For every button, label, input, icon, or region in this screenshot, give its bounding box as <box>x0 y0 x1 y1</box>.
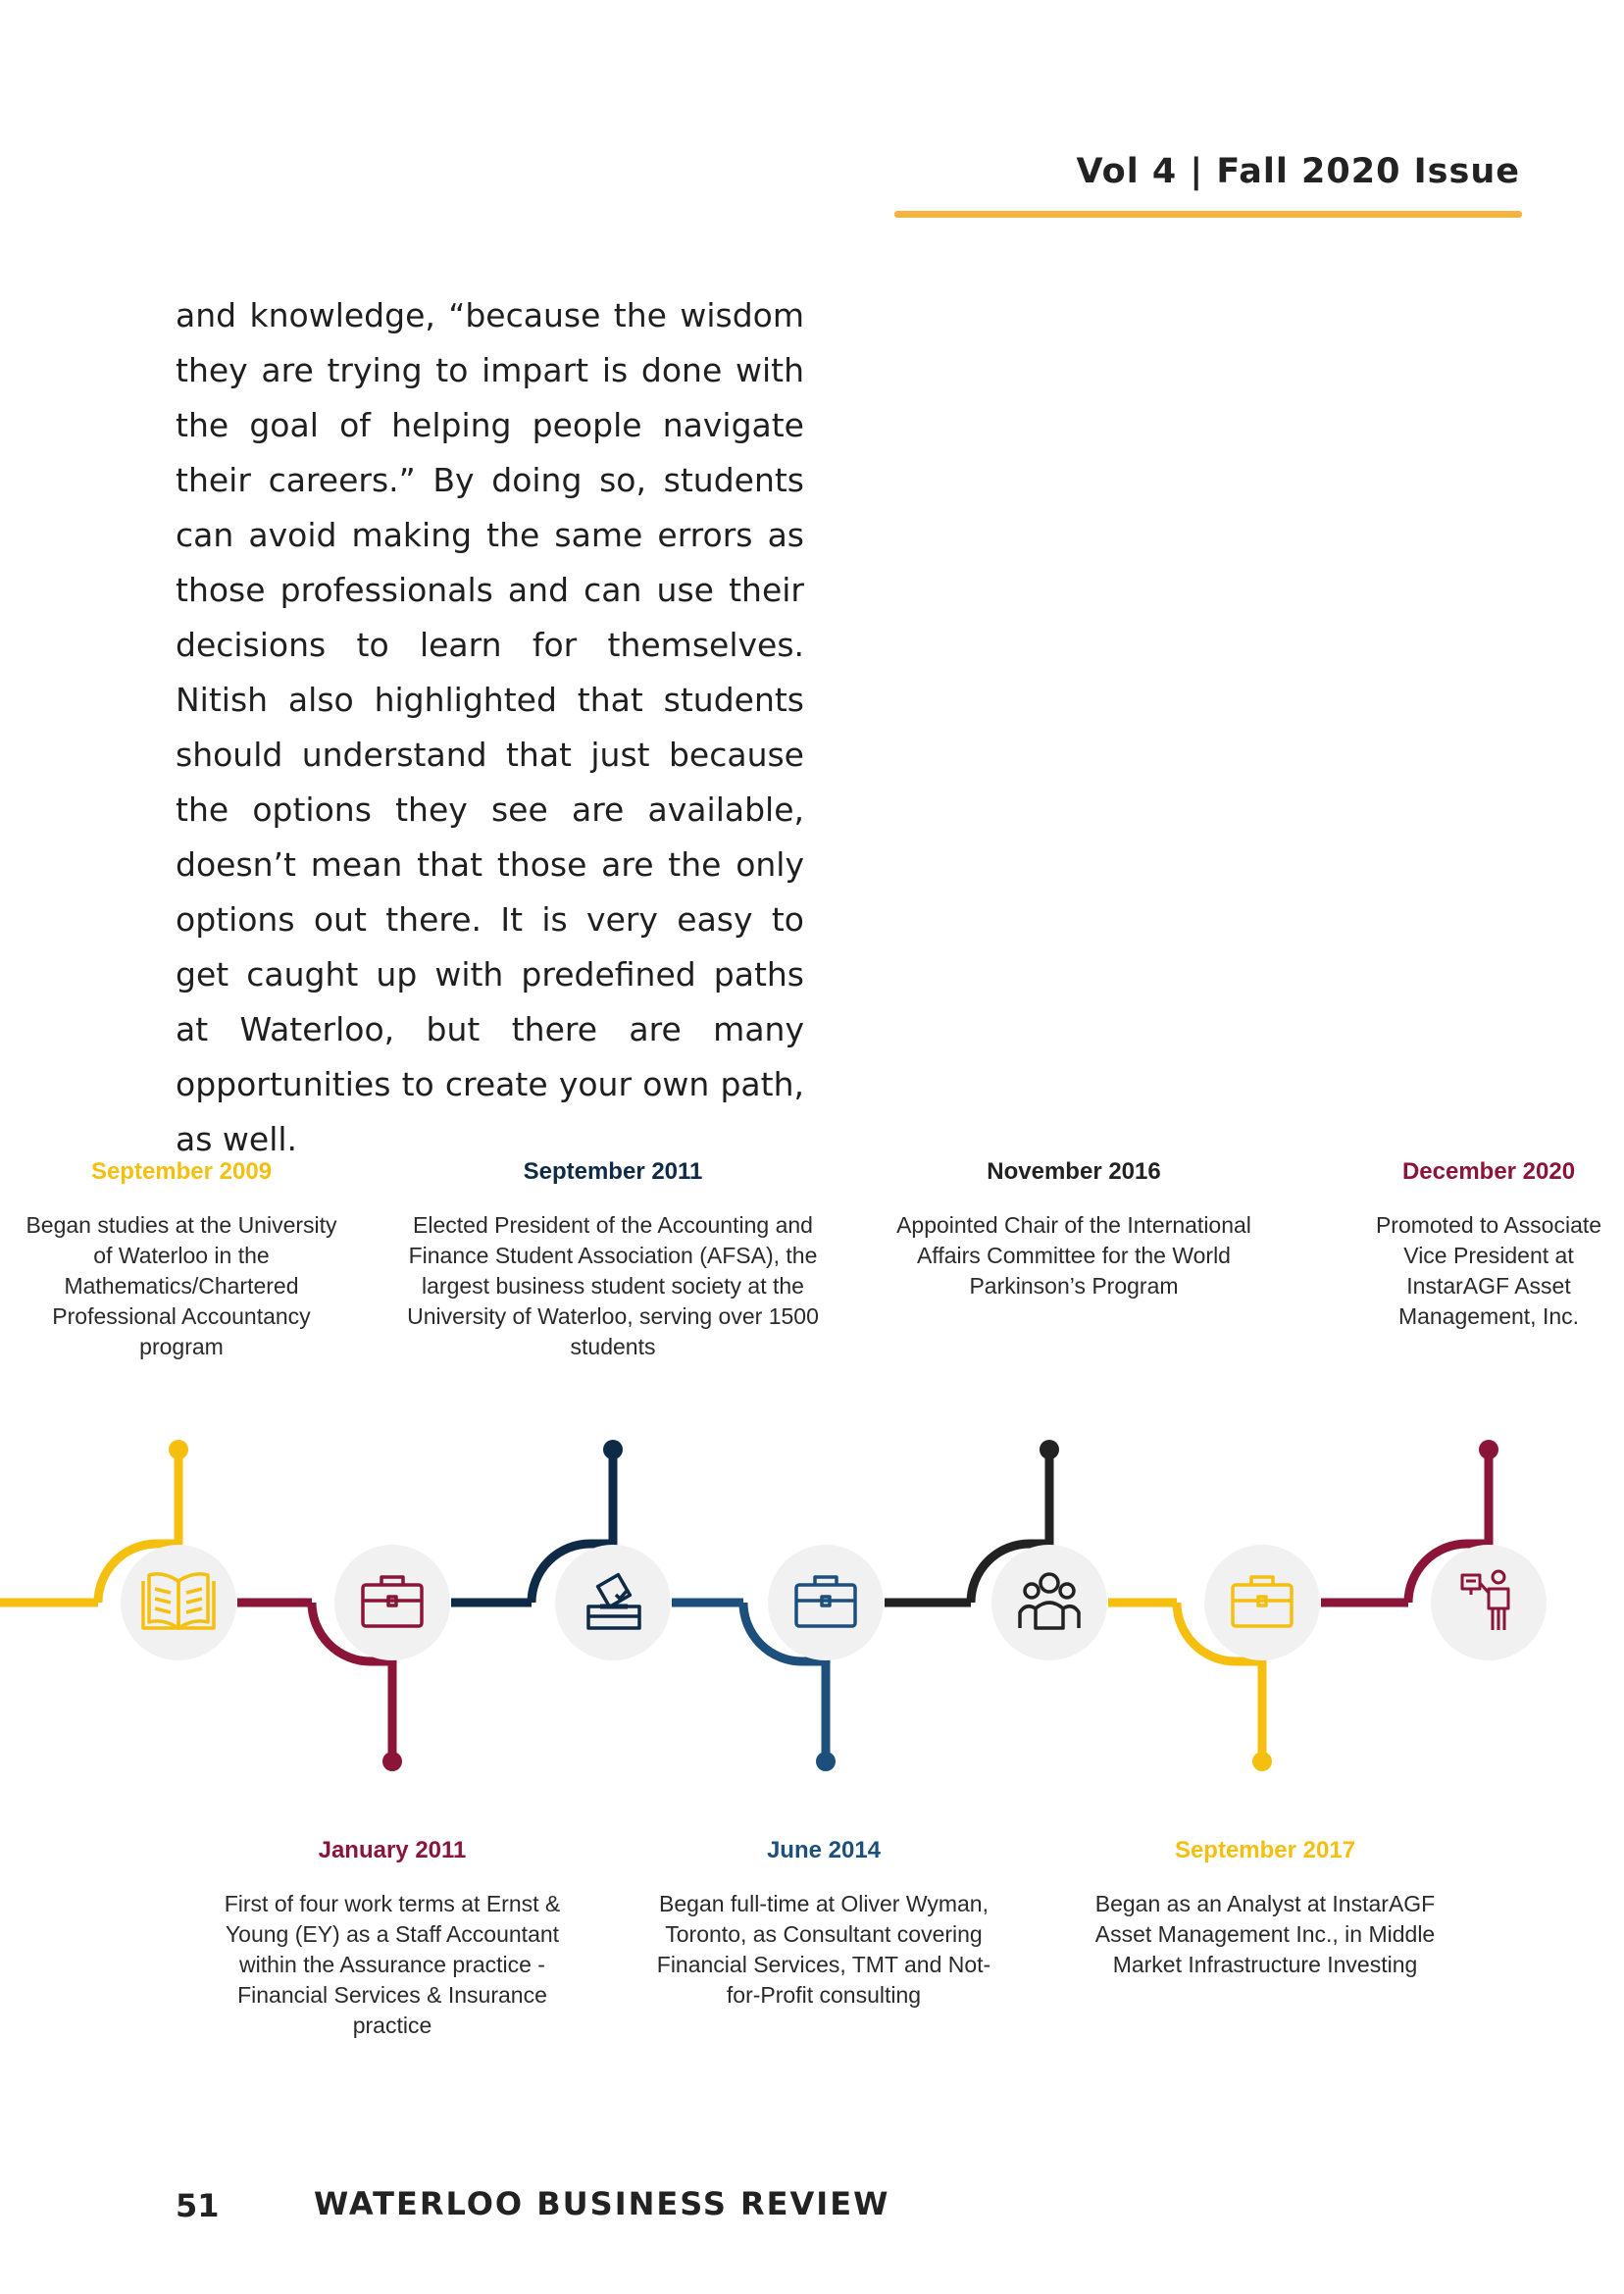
event-date: September 2017 <box>1174 1837 1356 1863</box>
event-description: Began studies at the University of Water… <box>25 1212 337 1359</box>
briefcase-icon <box>361 1575 424 1628</box>
event-date: September 2009 <box>90 1158 273 1185</box>
event-description: First of four work terms at Ernst & Youn… <box>224 1891 561 2038</box>
timeline-event-nov-2016: November 2016 Appointed Chair of the Int… <box>888 1157 1260 1301</box>
timeline-node-4 <box>816 1752 836 1771</box>
timeline-event-sep-2017: September 2017 Began as an Analyst at In… <box>1089 1836 1442 1980</box>
event-date: June 2014 <box>766 1837 882 1863</box>
article-paragraph: and knowledge, “because the wisdom they … <box>176 296 804 1158</box>
timeline-segment-4 <box>672 1598 831 1756</box>
timeline-node-5 <box>1040 1440 1059 1459</box>
icon-circle-6 <box>1204 1545 1320 1660</box>
issue-header: Vol 4 | Fall 2020 Issue <box>1076 152 1520 191</box>
book-icon <box>141 1572 216 1630</box>
timeline-node-7 <box>1479 1440 1498 1459</box>
presenter-icon <box>1460 1569 1510 1630</box>
page-number: 51 <box>176 2187 220 2224</box>
event-description: Promoted to Associate Vice President at … <box>1375 1212 1602 1329</box>
icon-circle-3 <box>555 1545 671 1660</box>
timeline-node-2 <box>382 1752 402 1771</box>
icon-circle-4 <box>768 1545 884 1660</box>
timeline-graphic <box>0 1440 1547 1771</box>
timeline-event-dec-2020: December 2020 Promoted to Associate Vice… <box>1353 1157 1624 1332</box>
icon-circle-2 <box>334 1545 450 1660</box>
event-description: Elected President of the Accounting and … <box>407 1212 819 1359</box>
timeline-node-3 <box>603 1440 623 1459</box>
event-date: September 2011 <box>523 1158 703 1185</box>
event-description: Began full-time at Oliver Wyman, Toronto… <box>656 1891 991 2008</box>
event-date: January 2011 <box>318 1837 467 1863</box>
header-rule <box>894 211 1522 218</box>
timeline-node-6 <box>1252 1752 1272 1771</box>
group-icon <box>1018 1572 1081 1630</box>
timeline-segment-5 <box>885 1453 1054 1607</box>
timeline-segment-7 <box>1321 1453 1494 1607</box>
timeline-segment-2 <box>237 1598 397 1756</box>
event-date: November 2016 <box>987 1158 1161 1185</box>
timeline-segment-1 <box>0 1453 183 1607</box>
briefcase-icon <box>1231 1575 1294 1628</box>
event-date: December 2020 <box>1401 1158 1576 1185</box>
timeline-event-jun-2014: June 2014 Began full-time at Oliver Wyma… <box>647 1836 1000 2011</box>
timeline-event-sep-2011: September 2011 Elected President of the … <box>407 1157 819 1362</box>
event-description: Appointed Chair of the International Aff… <box>896 1212 1251 1299</box>
timeline-event-sep-2009: September 2009 Began studies at the Univ… <box>20 1157 343 1362</box>
event-description: Began as an Analyst at InstarAGF Asset M… <box>1094 1891 1436 1977</box>
ballot-box-icon <box>586 1572 641 1630</box>
timeline-node-1 <box>169 1440 188 1459</box>
publication-name: WATERLOO BUSINESS REVIEW <box>314 2185 890 2222</box>
timeline-event-jan-2011: January 2011 First of four work terms at… <box>201 1836 584 2041</box>
timeline-segment-3 <box>451 1453 618 1607</box>
timeline-segment-6 <box>1108 1598 1267 1756</box>
briefcase-icon <box>794 1575 857 1628</box>
